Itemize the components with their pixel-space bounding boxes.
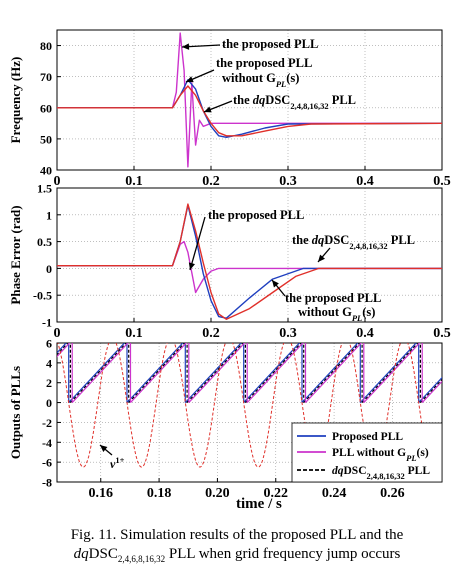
y-tick-label: -1 <box>42 316 52 330</box>
y-tick-label: 40 <box>40 164 52 178</box>
caption-dsc-sub: 2,4,6,8,16,32 <box>117 554 166 564</box>
legend-label-without-gpl: PLL without GPL(s) <box>332 447 429 463</box>
annotation-proposed-pll-3: the proposed PLL <box>208 208 304 222</box>
x-tick-label: 0.3 <box>279 326 297 341</box>
y-tick-label: 1 <box>46 208 52 222</box>
legend-label-proposed: Proposed PLL <box>332 431 403 443</box>
voltage-arrow <box>99 444 113 456</box>
y-tick-label: -6 <box>42 456 52 470</box>
x-tick-label: 0.3 <box>279 174 297 189</box>
y-tick-label: 0 <box>46 262 52 276</box>
series-line-proposed <box>57 79 442 138</box>
annotation-arrow <box>317 247 331 263</box>
caption-dq: dq <box>73 546 89 562</box>
annotation-dqdsc-2: the dqDSC2,4,8,16,32 PLL <box>292 233 415 251</box>
chart-panel-1: 0 0.1 0.2 0.3 0.4 0.5 40 50 60 70 80 Frequency (Hz) <box>8 29 451 189</box>
y-tick-label: 0 <box>46 396 52 410</box>
annotation-arrow <box>271 279 286 297</box>
x-tick-label: 0.24 <box>322 486 347 501</box>
caption-rest: PLL when grid frequency jump occurs <box>165 546 401 562</box>
y-tick-label: 2 <box>46 376 52 390</box>
legend-label-dqdsc: dqDSC2,4,8,16,32 PLL <box>332 465 430 481</box>
x-tick-label: 0.26 <box>380 486 405 501</box>
y-tick-label: 70 <box>40 70 52 84</box>
y-tick-label: 4 <box>46 356 52 370</box>
plot-frame <box>56 29 443 171</box>
legend <box>291 422 443 483</box>
y-tick-label: -0.5 <box>33 289 52 303</box>
x-tick-label: 0 <box>54 326 61 341</box>
caption-dsc: DSC <box>88 546 118 562</box>
x-tick-label: 0.22 <box>264 486 289 501</box>
figure-caption-line2: dqDSC2,4,6,8,16,32 PLL when grid frequen… <box>0 545 474 569</box>
x-tick-label: 0.18 <box>147 486 172 501</box>
y-tick-label: 50 <box>40 132 52 146</box>
annotation-proposed-pll-1: the proposed PLL <box>222 37 318 51</box>
x-tick-label: 0 <box>54 174 61 189</box>
y-tick-label: 80 <box>40 39 52 53</box>
plot-frame <box>56 342 443 483</box>
x-axis-label: time / s <box>236 496 282 512</box>
figure-caption-line1: Fig. 11. Simulation results of the propo… <box>70 527 404 543</box>
series-group <box>57 203 442 320</box>
chart-panel-3: 0.16 0.18 0.20 0.22 0.24 0.26 -8 -6 -4 -2 0 2 4 6 Outp… <box>8 337 443 501</box>
chart-panel-2: 0 0.1 0.2 0.3 0.4 0.5 -1 -0.5 0 0.5 1 1.5 Phase Erro… <box>8 182 451 342</box>
x-tick-label: 0.20 <box>205 486 230 501</box>
x-tick-label: 0.1 <box>125 326 143 341</box>
x-tick-label: 0.5 <box>433 326 451 341</box>
annotation-arrow <box>203 100 233 113</box>
y-axis-label: Frequency (Hz) <box>8 57 23 144</box>
x-tick-label: 0.4 <box>356 326 374 341</box>
series-line-proposed <box>57 204 442 319</box>
y-tick-label: -2 <box>42 416 52 430</box>
annotation-arrow <box>185 69 215 83</box>
y-tick-label: 0.5 <box>37 235 52 249</box>
series-line-without_gpl <box>57 32 442 168</box>
annotation-proposed-pll-4: the proposed PLL <box>285 291 381 305</box>
annotation-dqdsc: the dqDSC2,4,8,16,32 PLL <box>233 93 356 111</box>
series-line-dqdsc <box>57 203 442 320</box>
annotation-without-gpl: without GPL(s) <box>222 71 299 89</box>
y-axis-label: Phase Error (rad) <box>8 205 23 304</box>
y-tick-label: 60 <box>40 101 52 115</box>
sawtooth-dqdsc <box>57 343 442 404</box>
plot-frame <box>56 187 443 323</box>
x-tick-label: 0.1 <box>125 174 143 189</box>
y-tick-label: -8 <box>42 476 52 490</box>
y-tick-label: -4 <box>42 436 52 450</box>
x-tick-label: 0.16 <box>89 486 114 501</box>
x-tick-label: 0.5 <box>433 174 451 189</box>
voltage-label: v1+ <box>110 455 125 471</box>
annotation-arrow <box>181 43 221 50</box>
x-tick-label: 0.2 <box>202 326 220 341</box>
x-tick-label: 0.4 <box>356 174 374 189</box>
annotation-without-gpl-2: without GPL(s) <box>298 305 375 323</box>
y-tick-label: 6 <box>46 337 52 351</box>
annotation-proposed-pll-2: the proposed PLL <box>216 56 312 70</box>
x-tick-label: 0.2 <box>202 174 220 189</box>
y-axis-label: Outputs of PLLs <box>8 366 23 459</box>
series-line-dqdsc <box>57 85 442 137</box>
y-tick-label: 1.5 <box>37 182 52 196</box>
annotation-arrow <box>188 216 206 271</box>
series-group <box>57 32 442 168</box>
